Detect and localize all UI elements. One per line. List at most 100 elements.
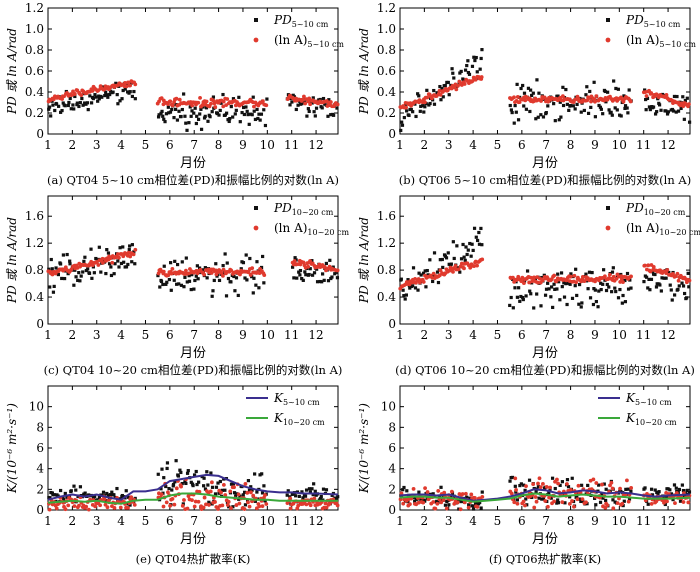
data-point-black xyxy=(399,277,403,281)
data-point-black xyxy=(416,92,420,96)
data-point-red xyxy=(242,507,247,511)
data-point-red xyxy=(565,482,569,486)
legend-label: (ln A)10~20 cm xyxy=(274,221,350,237)
data-point-black xyxy=(106,251,111,255)
data-point-red xyxy=(123,81,127,85)
data-point-black xyxy=(220,488,224,492)
data-point-black xyxy=(399,128,403,133)
data-point-black xyxy=(253,499,257,503)
y-tick-label: 0 xyxy=(388,127,396,141)
legend-swatch xyxy=(254,18,258,22)
data-point-black xyxy=(656,491,660,495)
data-point-black xyxy=(313,489,317,493)
data-point-red xyxy=(453,264,458,268)
y-tick-label: 0.8 xyxy=(25,263,44,277)
data-point-black xyxy=(557,280,561,284)
data-point-black xyxy=(76,278,80,282)
data-point-red xyxy=(547,495,552,500)
data-point-black xyxy=(584,272,588,276)
data-point-black xyxy=(564,87,568,92)
data-point-black xyxy=(423,499,427,503)
data-point-black xyxy=(161,282,165,287)
data-point-black xyxy=(443,503,448,507)
data-point-black xyxy=(209,471,213,475)
data-point-red xyxy=(649,91,654,95)
data-point-red xyxy=(555,477,559,482)
data-point-black xyxy=(446,80,450,85)
data-point-black xyxy=(411,110,415,114)
data-point-black xyxy=(687,490,692,494)
data-point-black xyxy=(130,94,134,99)
data-point-black xyxy=(106,95,110,99)
data-point-black xyxy=(647,105,652,109)
data-point-black xyxy=(82,259,86,263)
data-point-black xyxy=(459,257,464,261)
data-point-black xyxy=(165,461,170,465)
x-tick-label: 10 xyxy=(612,328,627,342)
data-point-black xyxy=(244,105,248,109)
data-point-black xyxy=(104,499,108,503)
data-point-red xyxy=(236,492,241,497)
data-point-black xyxy=(541,497,546,501)
data-point-black xyxy=(322,278,326,282)
data-point-black xyxy=(234,494,238,498)
data-point-black xyxy=(452,76,456,80)
data-point-red xyxy=(132,502,137,507)
data-point-black xyxy=(226,118,230,122)
data-point-black xyxy=(603,89,607,94)
data-point-red xyxy=(72,92,77,96)
data-point-red xyxy=(102,87,107,92)
data-point-black xyxy=(258,118,262,122)
x-tick-label: 12 xyxy=(308,138,323,152)
data-point-black xyxy=(205,276,209,280)
data-point-black xyxy=(622,94,626,98)
data-point-black xyxy=(80,96,84,101)
data-point-black xyxy=(174,107,178,112)
data-point-black xyxy=(404,293,408,297)
data-point-red xyxy=(686,500,691,505)
data-point-red xyxy=(133,247,138,252)
data-point-red xyxy=(676,278,681,283)
y-tick-label: 0.4 xyxy=(377,290,396,304)
data-point-red xyxy=(210,480,214,485)
data-point-black xyxy=(680,483,684,487)
data-point-black xyxy=(164,112,169,116)
data-point-red xyxy=(421,280,426,284)
data-point-black xyxy=(252,276,256,280)
data-point-red xyxy=(568,487,573,492)
data-point-black xyxy=(53,108,57,113)
y-tick-label: 0.8 xyxy=(377,43,396,57)
data-point-black xyxy=(48,496,52,500)
data-point-black xyxy=(406,278,410,282)
data-point-black xyxy=(540,497,544,501)
x-tick-label: 9 xyxy=(239,328,247,342)
data-point-black xyxy=(671,497,675,502)
data-point-black xyxy=(509,295,513,300)
data-point-black xyxy=(262,108,266,112)
data-point-red xyxy=(228,489,233,494)
data-point-red xyxy=(618,280,623,284)
data-point-black xyxy=(97,245,101,249)
data-point-red xyxy=(580,275,585,279)
data-point-black xyxy=(251,95,255,99)
data-point-black xyxy=(312,482,316,486)
x-tick-label: 4 xyxy=(117,328,125,342)
data-point-black xyxy=(464,245,468,249)
data-point-red xyxy=(469,492,474,497)
data-point-black xyxy=(522,91,527,95)
y-tick-label: 10 xyxy=(29,400,44,414)
data-point-black xyxy=(556,272,560,276)
data-point-red xyxy=(545,504,550,509)
data-point-black xyxy=(650,493,655,497)
data-point-black xyxy=(472,226,477,230)
data-point-black xyxy=(308,267,312,271)
data-point-black xyxy=(419,104,423,108)
data-point-black xyxy=(120,97,124,101)
data-point-black xyxy=(183,480,187,484)
data-point-black xyxy=(106,493,110,498)
data-point-black xyxy=(443,83,447,88)
data-point-black xyxy=(179,470,183,475)
data-point-black xyxy=(66,103,70,108)
data-point-black xyxy=(250,113,254,117)
data-point-black xyxy=(258,473,262,477)
